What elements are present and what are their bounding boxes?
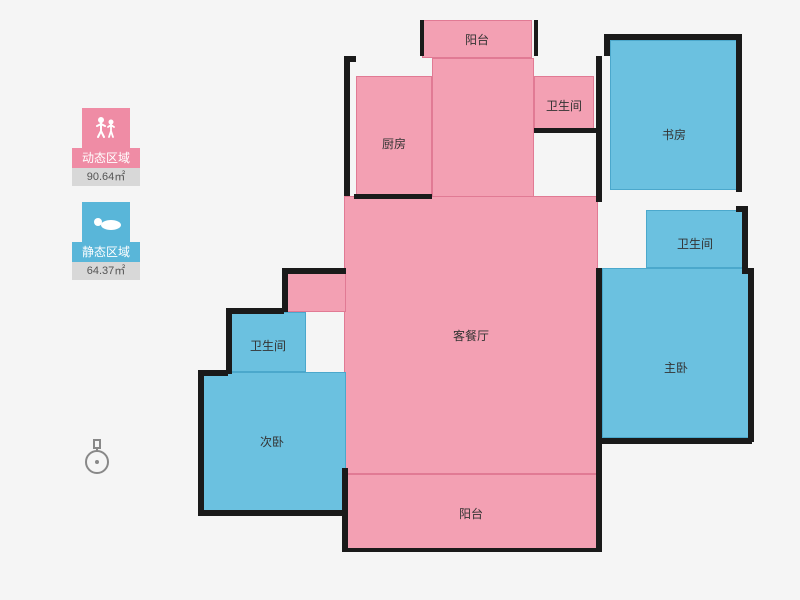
room-hall-left <box>284 272 346 312</box>
wall-segment <box>736 34 742 192</box>
wall-segment <box>596 268 602 474</box>
wall-segment <box>534 20 538 56</box>
wall-segment <box>420 20 424 56</box>
legend-static-value: 64.37㎡ <box>72 262 140 280</box>
legend-static: 静态区域 64.37㎡ <box>72 202 140 280</box>
wall-segment <box>534 128 596 133</box>
legend-panel: 动态区域 90.64㎡ 静态区域 64.37㎡ <box>72 108 140 296</box>
wall-segment <box>198 370 204 514</box>
legend-dynamic-value: 90.64㎡ <box>72 168 140 186</box>
room-bath-right: 卫生间 <box>646 210 744 268</box>
room-living-main: 客餐厅 <box>344 196 598 474</box>
room-label-second-bed: 次卧 <box>199 433 345 450</box>
wall-segment <box>596 468 602 552</box>
room-label-bath-top: 卫生间 <box>535 97 593 114</box>
wall-segment <box>198 370 228 376</box>
room-label-kitchen: 厨房 <box>357 135 431 152</box>
room-label-living-main: 客餐厅 <box>345 327 597 344</box>
static-sleep-icon <box>82 202 130 242</box>
wall-segment <box>282 268 288 312</box>
wall-segment <box>198 510 348 516</box>
room-label-study: 书房 <box>611 126 737 143</box>
room-living-upper <box>432 58 534 198</box>
wall-segment <box>596 438 752 444</box>
wall-segment <box>604 34 740 40</box>
wall-segment <box>226 308 284 314</box>
legend-dynamic: 动态区域 90.64㎡ <box>72 108 140 186</box>
dynamic-people-icon <box>82 108 130 148</box>
room-master: 主卧 <box>602 268 750 438</box>
wall-segment <box>748 268 754 442</box>
room-label-master: 主卧 <box>603 359 749 376</box>
room-bath-top: 卫生间 <box>534 76 594 132</box>
wall-segment <box>342 548 600 552</box>
room-study: 书房 <box>610 40 738 190</box>
wall-segment <box>596 56 602 202</box>
room-kitchen: 厨房 <box>356 76 432 196</box>
legend-static-label: 静态区域 <box>72 242 140 262</box>
compass-icon <box>82 438 112 476</box>
room-bath-left: 卫生间 <box>230 312 306 372</box>
room-label-bath-right: 卫生间 <box>647 235 743 252</box>
wall-segment <box>742 206 748 270</box>
room-balcony-bot: 阳台 <box>344 474 598 550</box>
legend-dynamic-label: 动态区域 <box>72 148 140 168</box>
room-second-bed: 次卧 <box>198 372 346 512</box>
room-balcony-top: 阳台 <box>422 20 532 58</box>
room-label-balcony-bot: 阳台 <box>345 505 597 522</box>
room-label-balcony-top: 阳台 <box>423 31 531 48</box>
wall-segment <box>226 308 232 374</box>
wall-segment <box>344 56 350 196</box>
floor-plan: 阳台厨房卫生间客餐厅阳台书房卫生间主卧卫生间次卧 <box>198 20 768 580</box>
wall-segment <box>282 268 346 274</box>
room-label-bath-left: 卫生间 <box>231 337 305 354</box>
wall-segment <box>354 194 432 199</box>
